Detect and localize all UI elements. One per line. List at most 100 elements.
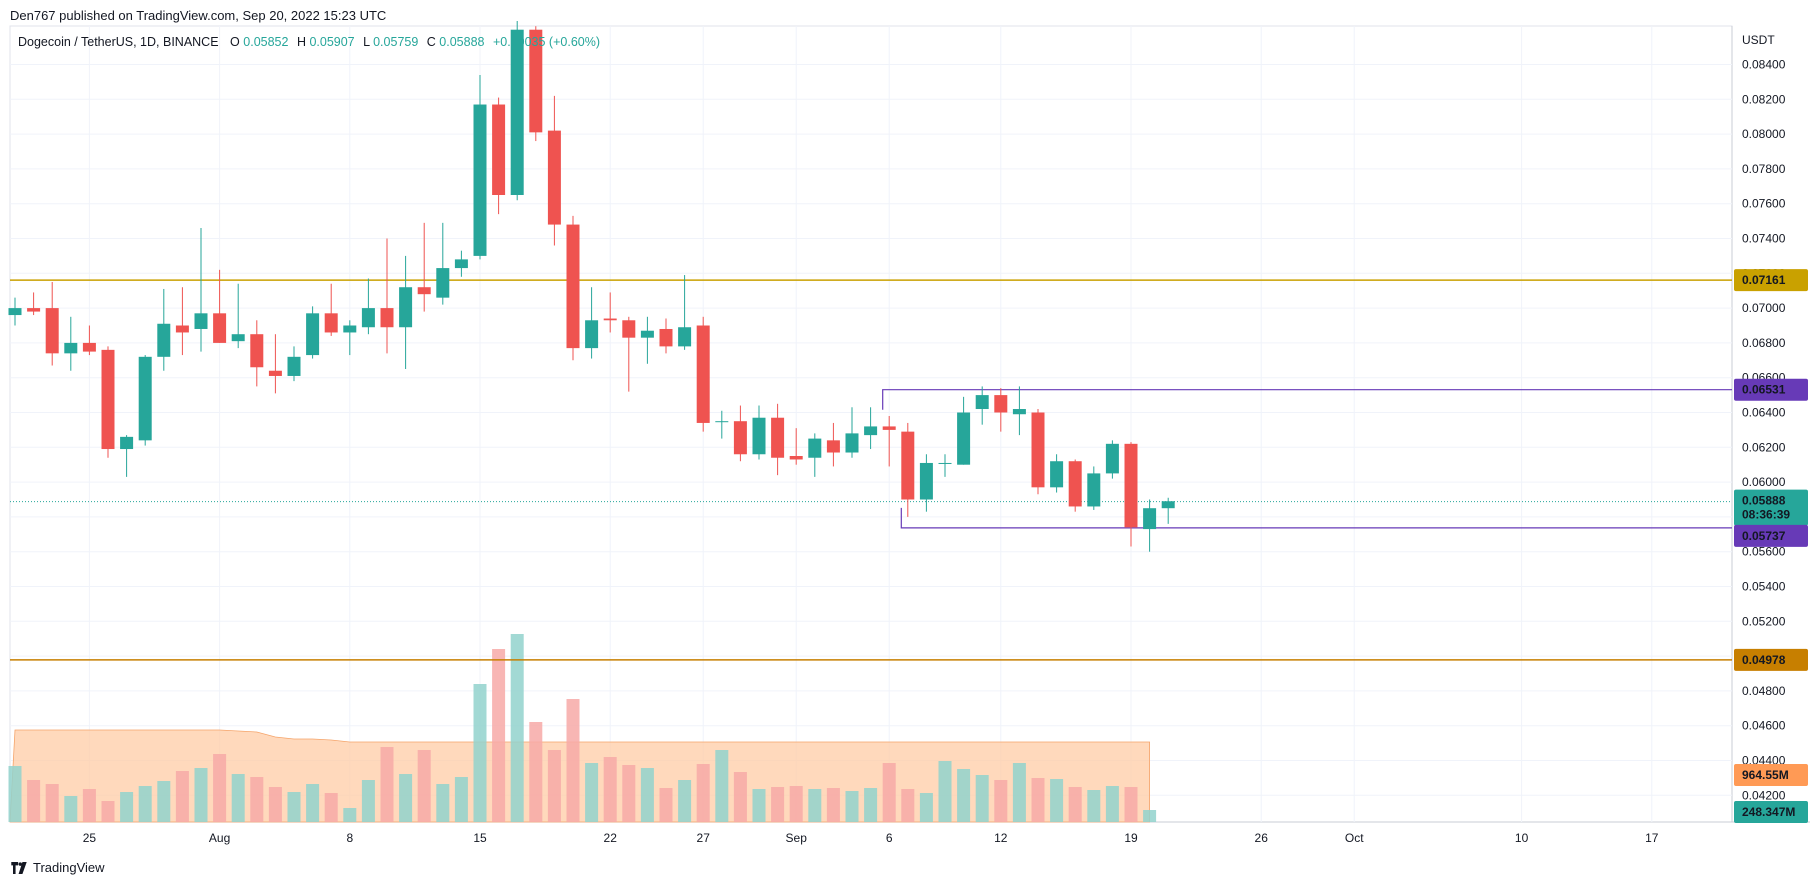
volume-ma-badge-background [1734, 764, 1808, 786]
volume-bar [715, 750, 729, 822]
volume-bar [138, 786, 152, 822]
time-tick-label: 22 [604, 831, 618, 845]
candle [733, 405, 747, 462]
candle-body [436, 268, 450, 298]
volume-bar [938, 761, 952, 822]
price-tick-label: 0.06800 [1742, 336, 1786, 350]
volume-bar [287, 792, 301, 822]
candle-body [250, 334, 264, 368]
volume-bar [696, 764, 710, 822]
current-price-badge-background [1734, 489, 1808, 526]
tradingview-logo-icon [11, 861, 27, 874]
legend-symbol: Dogecoin / TetherUS, 1D, BINANCE [18, 35, 219, 49]
volume-bar [975, 775, 989, 822]
volume-bar [306, 784, 320, 822]
candle [659, 318, 673, 354]
candle [454, 250, 468, 277]
range-top-badge: 0.06531 [1734, 378, 1808, 401]
time-tick-label: Oct [1345, 831, 1364, 845]
volume-bar [231, 774, 245, 822]
candle-body [696, 325, 710, 423]
candle [64, 316, 78, 371]
volume-bar [510, 634, 524, 822]
time-tick-label: Aug [209, 831, 230, 845]
candle [1087, 466, 1101, 510]
price-tick-label: 0.07000 [1742, 301, 1786, 315]
price-tick-label: 0.05200 [1742, 614, 1786, 628]
candle [938, 454, 952, 477]
price-tick-label: 0.08400 [1742, 58, 1786, 72]
symbol-legend: Dogecoin / TetherUS, 1D, BINANCE O 0.058… [18, 35, 600, 49]
candle [101, 346, 115, 458]
price-tick-label: 0.06200 [1742, 440, 1786, 454]
volume-bar [417, 750, 431, 822]
candle-body [919, 462, 933, 500]
candle-body [864, 426, 878, 436]
time-tick-label: 8 [346, 831, 353, 845]
candle [268, 334, 282, 394]
legend-open-value: 0.05852 [243, 35, 288, 49]
volume-bar [1105, 786, 1119, 822]
volume-bar [547, 750, 561, 822]
volume-bar [808, 789, 822, 822]
candle-body [380, 308, 394, 328]
volume-bar [250, 777, 264, 822]
candle-body [733, 421, 747, 455]
candle-body [510, 29, 524, 196]
candle-body [845, 433, 859, 453]
time-tick-label: 27 [697, 831, 711, 845]
volume-bar [361, 780, 375, 822]
volume-bar [1087, 790, 1101, 822]
candle-body [659, 328, 673, 347]
candle-body [1087, 473, 1101, 507]
level-badge-lower: 0.04978 [1734, 648, 1808, 671]
candle [901, 422, 915, 517]
time-tick-label: Sep [786, 831, 808, 845]
time-tick-label: 6 [886, 831, 893, 845]
volume-last-badge: 248.347M [1734, 801, 1808, 823]
candle [250, 320, 264, 387]
candle [826, 422, 840, 467]
range-top-line [882, 389, 1732, 410]
candle [361, 278, 375, 335]
candle-body [640, 330, 654, 338]
volume-bar [8, 766, 22, 822]
legend-close-value: 0.05888 [439, 35, 484, 49]
candle [808, 433, 822, 477]
volume-bar [175, 771, 189, 822]
legend-close-label: C [427, 35, 436, 49]
candle [1161, 497, 1175, 524]
price-tick-label: 0.07800 [1742, 162, 1786, 176]
volume-bar [101, 801, 115, 822]
candle [752, 405, 766, 460]
tradingview-brand[interactable]: TradingView [10, 860, 105, 875]
volume-bar [268, 787, 282, 822]
volume-bar [1031, 778, 1045, 822]
candle [27, 292, 41, 316]
range-top-badge-text: 0.06531 [1742, 383, 1786, 397]
volume-bar [882, 763, 896, 822]
time-tick-label: 26 [1255, 831, 1269, 845]
candle [380, 238, 394, 354]
currency-label: USDT [1742, 33, 1775, 47]
volume-bar [213, 754, 227, 822]
volume-bar [864, 788, 878, 822]
range-bottom-line [900, 507, 1732, 529]
price-tick-label: 0.07400 [1742, 232, 1786, 246]
candle-body [678, 327, 692, 347]
candle-body [194, 313, 208, 329]
price-axis: 0.08400 0.08200 0.08000 0.07800 0.07600 0.074… [1734, 33, 1808, 823]
candle-body [975, 395, 989, 410]
volume-bar [789, 786, 803, 822]
candle-body [1161, 501, 1175, 509]
volume-bar [454, 777, 468, 822]
candle [213, 269, 227, 343]
candle-body [454, 259, 468, 269]
volume-bar [659, 788, 673, 822]
current-price-badge-text: 0.05888 [1742, 494, 1786, 508]
candle [529, 26, 543, 142]
candle [399, 255, 413, 369]
candle-body [138, 356, 152, 441]
